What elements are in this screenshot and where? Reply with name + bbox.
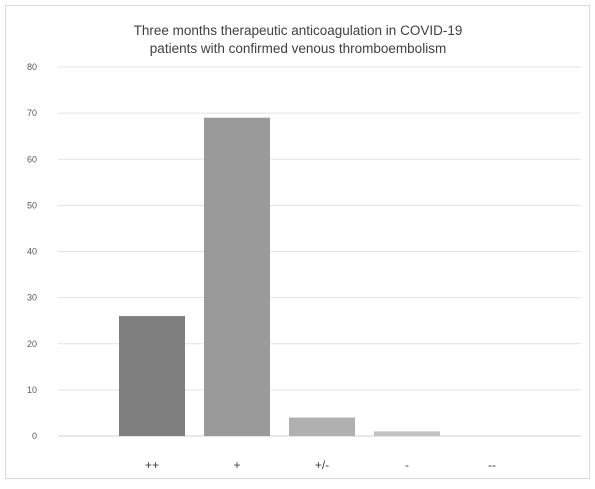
y-tick-label: 60 <box>27 154 37 164</box>
x-axis-ticks: ++ + +/- - -- <box>145 458 496 472</box>
bar-3 <box>374 431 440 436</box>
y-tick-label: 10 <box>27 385 37 395</box>
x-tick-label: +/- <box>315 458 329 472</box>
y-tick-label: 40 <box>27 247 37 257</box>
bar-chart: Three months therapeutic anticoagulation… <box>27 23 581 472</box>
chart-title-line-1: Three months therapeutic anticoagulation… <box>134 23 463 38</box>
x-tick-label: -- <box>488 458 496 472</box>
chart-frame: Three months therapeutic anticoagulation… <box>5 5 590 479</box>
bar-1 <box>204 117 270 437</box>
x-tick-label: ++ <box>145 458 159 472</box>
y-tick-label: 70 <box>27 108 37 118</box>
x-tick-label: - <box>405 458 409 472</box>
y-tick-label: 20 <box>27 339 37 349</box>
bar-2 <box>289 417 355 436</box>
x-tick-label: + <box>233 458 240 472</box>
y-tick-label: 30 <box>27 293 37 303</box>
y-tick-label: 80 <box>27 62 37 72</box>
y-axis-ticks: 0 10 20 30 40 50 60 70 80 <box>27 62 37 441</box>
y-tick-label: 0 <box>32 431 37 441</box>
bar-0 <box>119 316 185 436</box>
bars <box>119 117 440 437</box>
chart-title-line-2: patients with confirmed venous thromboem… <box>150 41 446 56</box>
y-tick-label: 50 <box>27 200 37 210</box>
